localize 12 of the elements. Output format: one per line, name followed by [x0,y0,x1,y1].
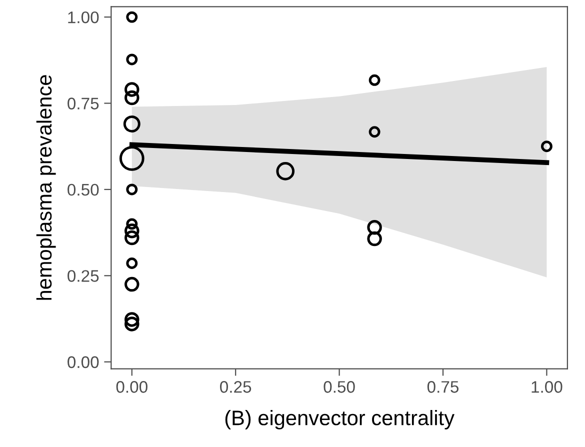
y-tick-label: 0.25 [68,270,99,282]
y-axis-title: hemoplasma prevalence [36,75,56,300]
x-tick-label: 0.75 [427,381,459,393]
x-tick-label: 0.25 [220,381,252,393]
x-axis-title: (B) eigenvector centrality [225,410,454,430]
y-tick-label: 0.50 [68,184,99,196]
y-tick-label: 0.00 [68,356,99,368]
y-tick-label: 1.00 [68,11,99,24]
x-tick-label: 1.00 [532,381,562,393]
x-tick-label: 0.50 [324,381,355,393]
x-tick-label: 0.00 [116,381,148,393]
y-tick-label: 0.75 [68,98,99,110]
